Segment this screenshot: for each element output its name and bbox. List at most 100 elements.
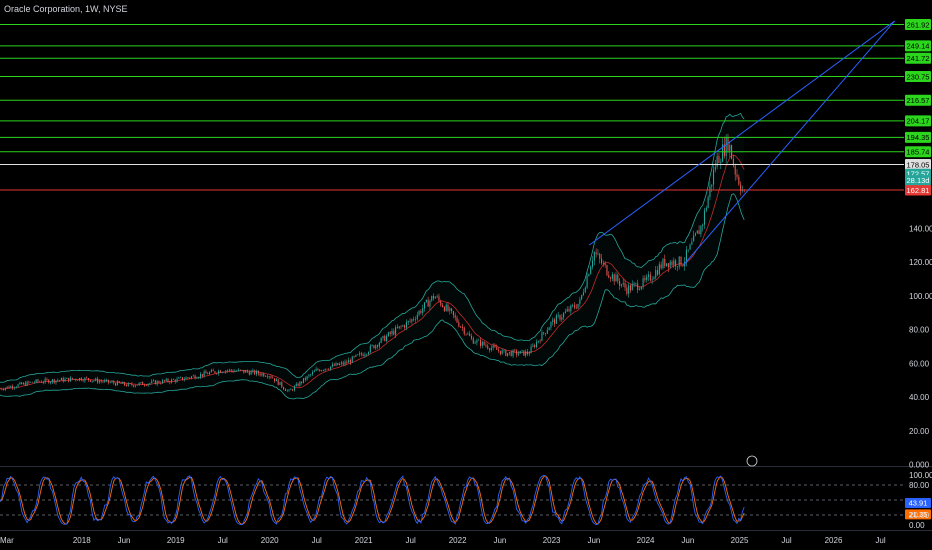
- time-tick-label: 2020: [261, 536, 279, 545]
- level-tag-label: 204.17: [907, 117, 930, 126]
- candle-body: [266, 376, 268, 378]
- candle-body: [127, 383, 129, 387]
- candle-body: [597, 253, 599, 255]
- candle-body: [600, 258, 603, 264]
- candle-body: [111, 381, 113, 383]
- level-tag-label: 185.74: [907, 148, 930, 157]
- candle-body: [131, 383, 133, 386]
- candle-body: [225, 370, 227, 373]
- candle-body: [548, 327, 550, 331]
- axes: 0.00020.0040.0060.0080.00100.00120.00140…: [0, 224, 932, 545]
- candle-body: [402, 325, 404, 327]
- candle-body: [176, 378, 178, 382]
- time-tick-label: Jul: [781, 536, 791, 545]
- replay-icon[interactable]: [746, 455, 758, 467]
- level-tag: [905, 94, 931, 106]
- candle-body: [691, 241, 693, 245]
- trendline[interactable]: [588, 20, 895, 246]
- candle-body: [109, 382, 111, 383]
- candle-body: [333, 364, 335, 366]
- candle-body: [377, 345, 379, 347]
- price-tick-label: 140.00: [909, 224, 932, 233]
- candle-body: [572, 305, 574, 306]
- candle-body: [272, 377, 274, 379]
- candle-body: [429, 300, 431, 307]
- candle-body: [469, 333, 471, 337]
- candle-body: [449, 308, 451, 311]
- candle-body: [610, 277, 612, 279]
- candle-body: [216, 372, 218, 374]
- trendline[interactable]: [682, 20, 895, 266]
- candle-body: [413, 319, 415, 320]
- price-tick-label: 60.00: [909, 359, 930, 368]
- candle-body: [223, 371, 225, 373]
- candle-body: [10, 386, 12, 388]
- candle-body: [561, 317, 563, 320]
- candle-body: [638, 289, 641, 290]
- candle-body: [255, 371, 258, 375]
- level-tag: [905, 115, 931, 127]
- candle-body: [467, 333, 469, 335]
- candle-body: [129, 383, 131, 384]
- candle-body: [299, 381, 301, 386]
- trendlines[interactable]: [588, 20, 895, 467]
- candle-body: [156, 381, 158, 385]
- candle-body: [581, 294, 583, 300]
- candle-body: [59, 380, 61, 381]
- price-tick-label: 40.00: [909, 393, 930, 402]
- candle-body: [317, 368, 319, 370]
- candle-body: [483, 341, 485, 345]
- candle-body: [181, 377, 183, 380]
- candle-body: [729, 145, 731, 151]
- candle-body: [331, 364, 333, 367]
- candle-body: [380, 337, 382, 343]
- candle-body: [162, 380, 164, 384]
- candle-body: [344, 361, 346, 365]
- candle-body: [685, 249, 687, 262]
- candle-body: [725, 137, 727, 157]
- candle-body: [709, 186, 711, 198]
- candle-body: [87, 378, 90, 381]
- candle-body: [147, 383, 149, 386]
- candle-body: [682, 265, 684, 267]
- osc-value-label: 43.91: [909, 499, 928, 508]
- candle-body: [552, 319, 554, 323]
- horizontal-levels[interactable]: 261.92 249.14 241.72 230.75 216.57 204.17 194.…: [0, 18, 931, 196]
- candle-body: [649, 274, 651, 281]
- candle-body: [460, 326, 462, 328]
- candle-body: [647, 274, 650, 277]
- grid-layer: [0, 466, 932, 531]
- candle-body: [53, 379, 55, 383]
- candle-body: [302, 378, 305, 383]
- candle-body: [180, 377, 182, 378]
- candle-body: [490, 347, 492, 351]
- time-tick-label: Jul: [875, 536, 885, 545]
- candle-body: [28, 381, 30, 383]
- candle-body: [611, 274, 613, 279]
- candle-body: [261, 373, 263, 376]
- candle-body: [658, 264, 660, 275]
- candle-body: [30, 381, 32, 383]
- bollinger-lower: [0, 193, 745, 400]
- candle-body: [321, 370, 323, 372]
- candle-body: [342, 362, 344, 365]
- candle-body: [494, 345, 496, 348]
- candle-body: [718, 156, 720, 164]
- candle-body: [62, 378, 64, 382]
- candle-body: [543, 332, 545, 334]
- candle-body: [125, 385, 127, 387]
- candle-body: [48, 379, 50, 384]
- candle-body: [44, 378, 46, 383]
- candle-body: [673, 260, 675, 265]
- candle-body: [393, 330, 395, 335]
- candle-body: [481, 341, 483, 346]
- candle-body: [720, 161, 722, 164]
- candle-body: [472, 338, 474, 344]
- candle-body: [400, 326, 402, 327]
- candle-body: [696, 230, 698, 234]
- candle-body: [60, 378, 62, 381]
- candle-body: [485, 344, 487, 346]
- candle-body: [189, 377, 191, 379]
- candle-body: [617, 274, 619, 282]
